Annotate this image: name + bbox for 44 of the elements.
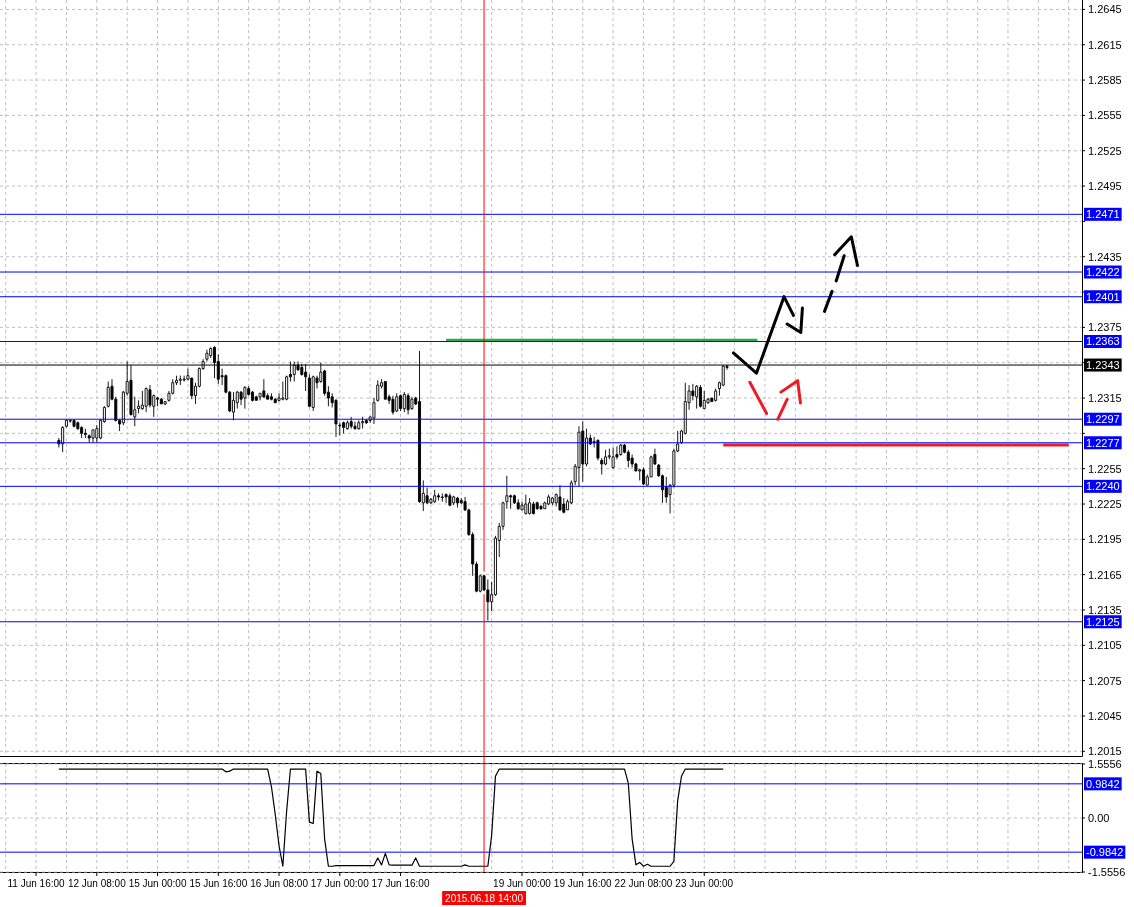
y-tick-label: 1.2045 [1088, 709, 1122, 722]
y-tick-label: 1.2135 [1088, 603, 1122, 616]
y-tick-label: 1.2525 [1088, 144, 1122, 157]
ref-line-label: 1.2363 [1086, 335, 1120, 348]
ref-line-label: 1.2471 [1086, 208, 1120, 221]
x-tick-label: 22 Jun 08:00 [614, 877, 673, 889]
y-tick-label: 1.2615 [1088, 38, 1122, 51]
y-tick-label: 1.2075 [1088, 674, 1122, 687]
x-tick-label: 16 Jun 08:00 [250, 877, 309, 889]
y-tick-label: 1.2585 [1088, 74, 1122, 87]
y-tick-label: -1.5556 [1088, 866, 1126, 878]
x-tick-label: 19 Jun 00:00 [493, 877, 552, 889]
ref-line-label: -0.9842 [1086, 846, 1124, 859]
x-tick-label: 11 Jun 16:00 [7, 877, 66, 889]
ref-line-label: 1.2240 [1086, 480, 1120, 493]
ref-line-label: 1.2125 [1086, 615, 1120, 628]
ref-line-label: 1.2343 [1086, 359, 1120, 372]
x-tick-label: 17 Jun 00:00 [310, 877, 370, 889]
ref-line-label: 1.2422 [1086, 266, 1120, 279]
y-tick-label: 1.2015 [1088, 745, 1122, 758]
y-tick-label: 1.2315 [1088, 392, 1122, 405]
x-tick-label: 12 Jun 08:00 [67, 877, 127, 889]
ref-line-label: 1.2297 [1086, 413, 1120, 426]
x-tick-label: 19 Jun 16:00 [553, 877, 613, 889]
y-tick-label: 1.2195 [1088, 533, 1122, 546]
ref-line-label: 1.2277 [1086, 436, 1120, 449]
x-tick-label: 23 Jun 00:00 [675, 877, 734, 889]
x-tick-label: 2015.06.18 14:00 [445, 892, 524, 904]
y-tick-label: 1.2105 [1088, 639, 1122, 652]
y-tick-label: 1.2165 [1088, 568, 1122, 581]
x-tick-label: 15 Jun 00:00 [128, 877, 187, 889]
x-tick-label: 15 Jun 16:00 [189, 877, 248, 889]
y-tick-label: 0.00 [1088, 812, 1110, 824]
y-tick-label: 1.2375 [1088, 321, 1122, 334]
y-tick-label: 1.2435 [1088, 250, 1122, 263]
y-tick-label: 1.2555 [1088, 109, 1122, 122]
y-tick-label: 1.2495 [1088, 180, 1122, 193]
y-tick-label: 1.5556 [1088, 758, 1122, 770]
y-tick-label: 1.2645 [1088, 3, 1122, 16]
y-tick-label: 1.2225 [1088, 498, 1122, 510]
ref-line-label: 1.2401 [1086, 290, 1120, 303]
x-tick-label: 17 Jun 16:00 [371, 877, 430, 889]
ref-line-label: 0.9842 [1086, 777, 1120, 790]
y-tick-label: 1.2255 [1088, 462, 1122, 475]
